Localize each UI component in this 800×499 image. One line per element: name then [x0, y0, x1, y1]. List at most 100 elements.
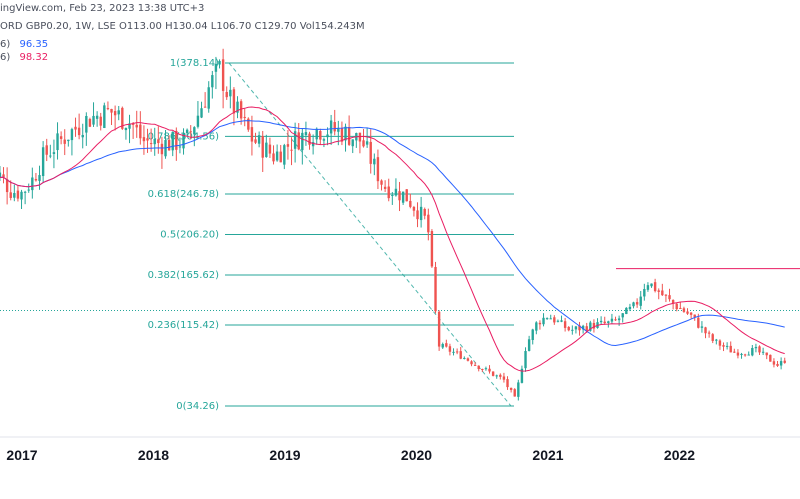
candle-body [491, 371, 495, 376]
candle-body [27, 189, 30, 191]
candle-body [0, 172, 2, 178]
candle-body [20, 191, 23, 200]
candle-body [67, 139, 70, 142]
candle-body [585, 326, 588, 331]
candle-body [736, 352, 740, 356]
candle-body [117, 110, 120, 115]
candle-body [99, 116, 102, 126]
candle-body [362, 140, 365, 147]
candle-body [239, 101, 243, 119]
candle-body [322, 139, 326, 141]
candle-body [139, 124, 142, 139]
candle-body [653, 282, 657, 292]
candle-body [506, 379, 509, 388]
candle-body [419, 206, 423, 221]
candle-body [218, 60, 221, 65]
candle-body [247, 118, 250, 130]
candle-body [761, 351, 765, 353]
candle-body [225, 91, 228, 98]
candle-body [171, 131, 174, 151]
candle-body [358, 132, 362, 142]
candle-body [725, 345, 729, 347]
candle-body [275, 151, 279, 161]
candle-body [517, 382, 520, 397]
candle-body [329, 120, 333, 134]
candle-body [398, 191, 401, 201]
candle-body [427, 214, 430, 233]
candle-body [463, 357, 466, 359]
candle-body [113, 111, 117, 116]
candle-body [578, 325, 581, 331]
candle-body [628, 306, 632, 310]
candle-body [34, 178, 38, 181]
candle-body [617, 318, 621, 321]
ohlc-row: ORD GBP0.20, 1W, LSE O113.00 H130.04 L10… [0, 21, 365, 32]
candle-body [603, 321, 606, 324]
header-symbol: ORD GBP0.20, 1W, LSE [0, 21, 116, 32]
candle-body [128, 123, 131, 129]
candle-body [286, 144, 290, 147]
header-low: L106.70 [210, 21, 252, 32]
header-volume: Vol154.243M [299, 21, 365, 32]
candle-body [383, 186, 387, 189]
candle-body [49, 155, 52, 157]
candle-body [657, 290, 660, 292]
candle-body [221, 59, 225, 91]
fib-level-label: 1(378.14) [170, 58, 219, 69]
candle-body [2, 174, 5, 177]
candle-body [207, 87, 210, 109]
candle-body [473, 364, 477, 366]
candle-body [412, 207, 416, 211]
candle-body [376, 157, 380, 182]
candle-body [283, 145, 286, 165]
candle-body [466, 358, 470, 361]
candle-body [74, 126, 77, 130]
candle-body [81, 134, 84, 138]
candle-body [63, 139, 66, 144]
candle-body [574, 326, 578, 330]
candle-body [189, 131, 192, 133]
candle-body [452, 351, 455, 353]
candle-body [365, 141, 369, 145]
candle-body [319, 131, 322, 140]
candle-body [758, 346, 761, 353]
fib-level-label: 0.382(165.62) [148, 270, 220, 281]
candle-body [52, 152, 56, 154]
candle-body [502, 376, 506, 380]
candle-body [599, 320, 603, 323]
candle-body [160, 143, 164, 155]
candle-body [779, 361, 783, 366]
candle-body [416, 210, 419, 220]
candle-body [437, 311, 441, 347]
candle-body [405, 189, 408, 202]
indicator-2-value: 98.32 [19, 52, 49, 63]
candle-body [229, 89, 232, 97]
candle-body [635, 302, 639, 305]
candle-body [765, 352, 768, 356]
candle-body [445, 343, 448, 347]
candle-body [326, 134, 329, 138]
candle-body [697, 317, 700, 328]
candle-body [715, 339, 718, 341]
candle-body [103, 105, 106, 129]
candle-body [751, 347, 754, 356]
candle-body [545, 318, 549, 320]
candle-body [304, 132, 308, 136]
candle-body [711, 334, 714, 341]
candle-body [481, 368, 484, 370]
candle-body [157, 139, 160, 144]
ma-slow-line [0, 120, 785, 347]
candle-body [571, 329, 574, 331]
indicator-1-label: 6) [0, 39, 11, 50]
candle-body [535, 322, 538, 331]
candle-body [38, 175, 41, 181]
candle-body [70, 129, 74, 141]
fib-level-label: 0.5(206.20) [160, 230, 219, 241]
header-source: ingView.com, [0, 3, 66, 14]
candle-body [776, 363, 779, 366]
candle-body [560, 320, 563, 322]
candle-body [135, 124, 138, 128]
candle-body [664, 294, 668, 296]
candle-body [301, 132, 304, 151]
